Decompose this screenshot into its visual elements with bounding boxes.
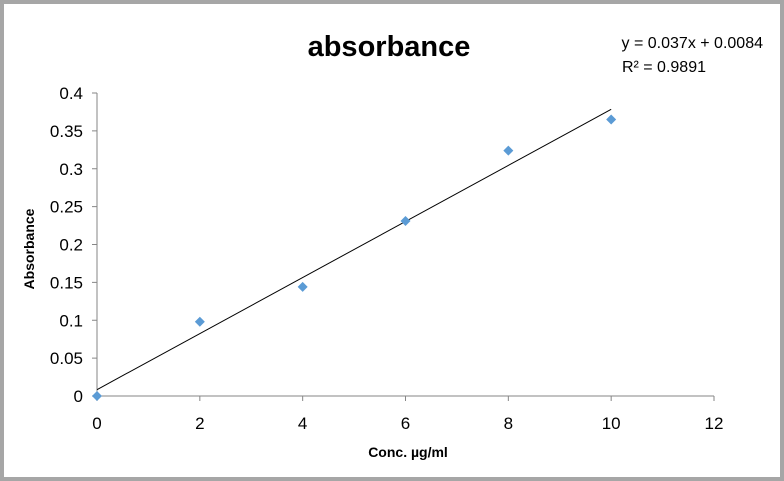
data-point: [503, 145, 514, 156]
y-tick-label: 0.25: [50, 198, 83, 217]
x-axis-title: Conc. µg/ml: [368, 444, 448, 460]
y-tick-label: 0.4: [59, 84, 83, 103]
x-tick-label: 6: [401, 414, 410, 433]
x-tick-labels: 0 2 4 6 8 10 12: [92, 414, 723, 433]
trendline: [96, 108, 612, 391]
trendline-r-squared: R² = 0.9891: [622, 59, 706, 76]
y-tick-label: 0.2: [59, 236, 83, 255]
x-tick-label: 0: [92, 414, 101, 433]
trendline-group: [96, 108, 612, 391]
trendline-equation: y = 0.037x + 0.0084: [622, 35, 764, 52]
y-tick-label: 0.15: [50, 273, 83, 292]
x-tick-label: 10: [602, 414, 621, 433]
x-tick-label: 4: [298, 414, 307, 433]
y-tick-label: 0.1: [59, 311, 83, 330]
x-tick-label: 8: [504, 414, 513, 433]
x-tick-label: 12: [705, 414, 724, 433]
y-tick-label: 0.35: [50, 122, 83, 141]
y-tick-label: 0.05: [50, 349, 83, 368]
data-point: [92, 391, 102, 401]
x-tick-label: 2: [195, 414, 204, 433]
scatter-chart: absorbance y = 0.037x + 0.0084 R² = 0.98…: [21, 31, 764, 460]
y-tick-label: 0.3: [59, 160, 83, 179]
data-point: [400, 216, 411, 227]
y-tick-label: 0: [74, 387, 83, 406]
data-point: [297, 281, 308, 292]
y-tick-labels: 0 0.05 0.1 0.15 0.2 0.25 0.3 0.35 0.4: [50, 84, 83, 406]
y-axis-title: Absorbance: [21, 208, 37, 289]
axes: [92, 92, 715, 401]
chart-title: absorbance: [308, 31, 471, 63]
data-point: [194, 316, 205, 327]
data-points: [92, 114, 617, 401]
data-point: [606, 114, 617, 125]
